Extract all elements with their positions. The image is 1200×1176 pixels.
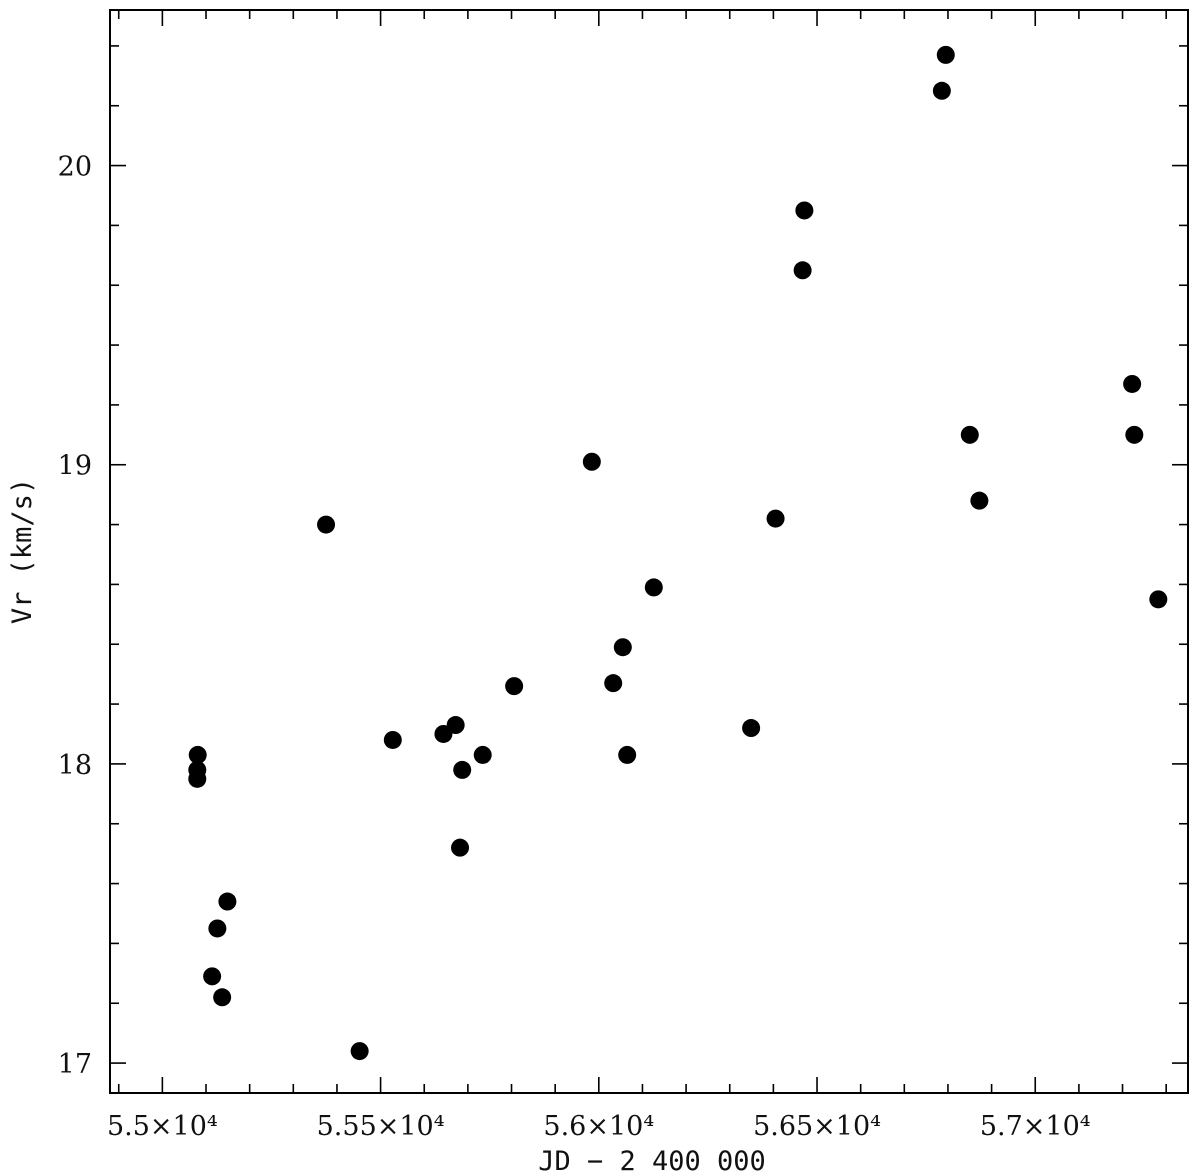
x-tick-label: 5.7×10⁴ — [980, 1111, 1091, 1142]
plot-frame — [109, 9, 1189, 1094]
data-point — [350, 1042, 369, 1061]
data-point — [446, 716, 465, 735]
x-tick-label: 5.5×10⁴ — [107, 1111, 218, 1142]
x-tick-label: 5.65×10⁴ — [753, 1111, 881, 1142]
data-point — [742, 719, 761, 738]
data-point — [203, 967, 222, 986]
data-point — [766, 509, 785, 528]
data-point — [218, 892, 237, 911]
y-tick-label: 19 — [58, 451, 92, 482]
data-point — [383, 730, 402, 749]
data-point — [795, 201, 814, 220]
data-points — [188, 45, 1168, 1061]
data-point — [213, 988, 232, 1007]
data-point — [936, 45, 955, 64]
data-point — [188, 769, 207, 788]
data-point — [613, 638, 632, 657]
y-tick-label: 17 — [58, 1049, 92, 1080]
data-point — [473, 745, 492, 764]
x-axis-title: JD − 2 400 000 — [538, 1146, 766, 1176]
data-point — [1149, 590, 1168, 609]
data-point — [188, 745, 207, 764]
data-point — [1125, 425, 1144, 444]
data-point — [208, 919, 227, 938]
data-point — [604, 674, 623, 693]
data-point — [317, 515, 336, 534]
y-tick-label: 18 — [58, 750, 92, 781]
axis-ticks: 5.5×10⁴ 5.55×10⁴ 5.6×10⁴ 5.65×10⁴ 5.7×10⁴ 17 1… — [58, 10, 1188, 1142]
data-point — [453, 760, 472, 779]
data-point — [793, 261, 812, 280]
y-tick-label: 20 — [58, 152, 92, 183]
data-point — [451, 838, 470, 857]
x-tick-label: 5.55×10⁴ — [317, 1111, 445, 1142]
data-point — [505, 677, 524, 696]
y-axis-title: Vr (km/s) — [7, 478, 38, 624]
data-point — [932, 81, 951, 100]
data-point — [644, 578, 663, 597]
data-point — [582, 452, 601, 471]
data-point — [618, 745, 637, 764]
data-point — [1123, 374, 1142, 393]
data-point — [960, 425, 979, 444]
data-point — [970, 491, 989, 510]
x-tick-label: 5.6×10⁴ — [543, 1111, 654, 1142]
